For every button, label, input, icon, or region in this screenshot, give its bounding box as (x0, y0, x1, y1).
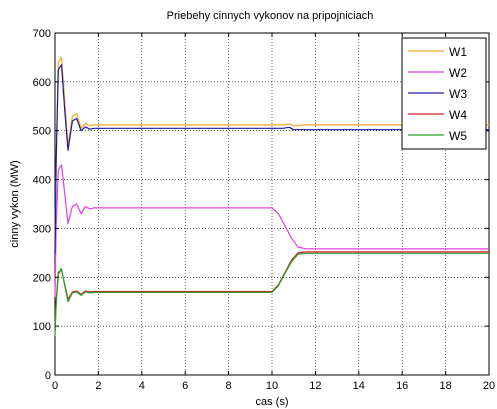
chart-title: Priebehy cinnych vykonov na pripojniciac… (167, 10, 374, 22)
x-axis-label: cas (s) (256, 396, 289, 408)
y-tick-label: 300 (33, 223, 51, 235)
x-tick-label: 8 (226, 380, 232, 392)
y-tick-label: 600 (33, 77, 51, 89)
y-tick-label: 100 (33, 321, 51, 333)
y-axis-label: cinny vykon (MW) (9, 160, 21, 247)
y-tick-label: 200 (33, 272, 51, 284)
series-line-w2 (54, 164, 489, 297)
x-tick-label: 18 (439, 380, 451, 392)
legend-label-w4: W4 (449, 108, 467, 122)
grid (55, 33, 489, 375)
y-tick-label: 0 (45, 370, 51, 382)
y-tick-label: 400 (33, 175, 51, 187)
x-tick-label: 4 (139, 380, 145, 392)
legend-label-w5: W5 (449, 129, 467, 143)
x-tick-label: 16 (396, 380, 408, 392)
series-lines (54, 56, 489, 336)
x-tick-label: 20 (483, 380, 495, 392)
x-tick-label: 6 (182, 380, 188, 392)
y-tick-label: 500 (33, 126, 51, 138)
legend-label-w3: W3 (449, 87, 467, 101)
series-line-w3 (54, 64, 489, 253)
legend: W1 W2 W3 W4 W5 (401, 37, 487, 150)
x-tick-label: 0 (52, 380, 58, 392)
legend-label-w2: W2 (449, 66, 467, 80)
x-tick-label: 12 (309, 380, 321, 392)
x-tick-label: 14 (353, 380, 365, 392)
legend-label-w1: W1 (449, 45, 467, 59)
x-tick-label: 2 (95, 380, 101, 392)
series-line-w5 (54, 252, 489, 336)
x-tick-label: 10 (266, 380, 278, 392)
y-tick-label: 700 (33, 28, 51, 40)
